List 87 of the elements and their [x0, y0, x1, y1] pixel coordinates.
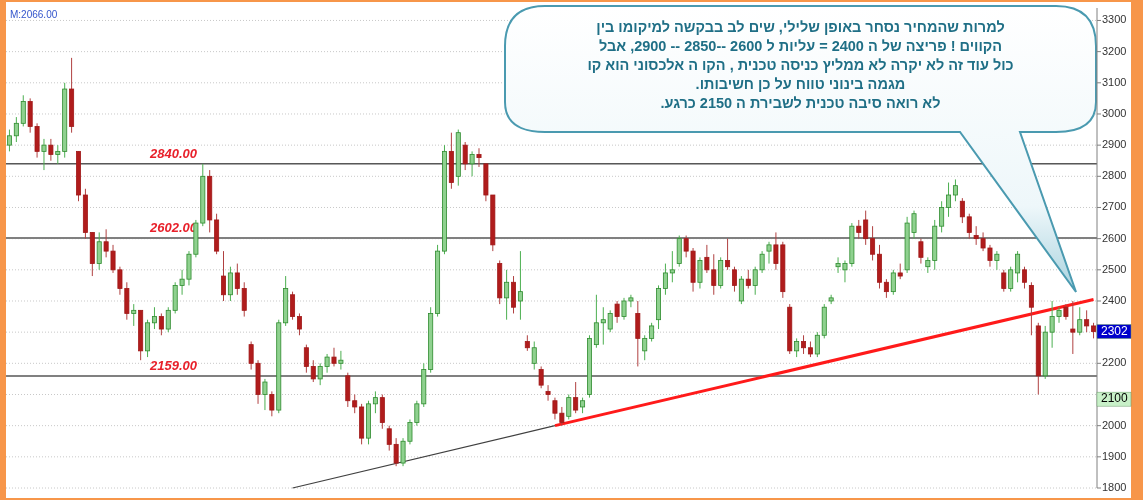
candlestick [41, 138, 47, 171]
candlestick [504, 269, 510, 321]
candlestick [227, 266, 233, 302]
candlestick [131, 303, 137, 327]
candlestick [1084, 309, 1090, 333]
candlestick [372, 390, 378, 414]
candlestick [959, 197, 965, 224]
candlestick [517, 250, 523, 321]
candlestick [939, 200, 945, 233]
candlestick [6, 129, 12, 152]
candlestick [338, 350, 344, 371]
ref-line-label: 2159.00 [149, 358, 198, 374]
y-tick-label: 2600 [1102, 231, 1127, 244]
candlestick [870, 225, 876, 261]
y-tick-label: 3000 [1102, 106, 1127, 119]
candlestick [234, 263, 240, 296]
annotation: 2302 [1101, 323, 1129, 338]
candlestick [13, 116, 19, 143]
annotation: 2100 [1101, 391, 1129, 406]
candlestick [1070, 300, 1076, 355]
candlestick [766, 241, 772, 265]
candlestick [469, 150, 475, 177]
candlestick [745, 269, 751, 290]
candlestick [331, 347, 337, 367]
annotation: למרות שהמחיר נסחר באופן שלילי, שים לב בבקשה למיקומו בין הקווים ! פריצה של ה 2400 = עליות ל 2600 --2850 -- 2900, אבל כול עוד זה לא יקרה לא ממליץ כניסה טכנית , הקו ה אלכסוני הוא קו מגמה בינוני טווח על כן חשיבותו. לא רואה סיבה טכנית לשבירת ה 2150 כרגע. [587, 19, 1014, 111]
y-tick-label: 3200 [1102, 44, 1127, 57]
candlestick [48, 138, 54, 162]
candlestick [890, 269, 896, 296]
candlestick [1077, 306, 1083, 336]
candlestick [310, 359, 316, 383]
y-tick-label: 1800 [1102, 480, 1127, 493]
candlestick [697, 256, 703, 290]
candlestick [158, 312, 164, 336]
candlestick [1008, 266, 1014, 293]
candlestick [738, 275, 744, 305]
y-tick-label: 2900 [1102, 138, 1127, 151]
candlestick [1022, 266, 1027, 290]
candlestick [566, 393, 572, 420]
candlestick [1015, 250, 1021, 283]
candlestick [662, 263, 668, 296]
y-tick-label: 1900 [1102, 449, 1127, 462]
candlestick [96, 231, 102, 271]
candlestick [573, 381, 579, 414]
y-tick-label: 2800 [1102, 169, 1127, 182]
y-tick-label: 2700 [1102, 200, 1127, 213]
candlestick [952, 178, 958, 202]
y-tick-label: 2400 [1102, 293, 1127, 306]
candlestick [863, 210, 869, 246]
candlestick [531, 341, 537, 371]
candlestick [296, 312, 302, 336]
candlestick [538, 365, 544, 389]
candlestick [1028, 281, 1034, 336]
candlestick [241, 281, 247, 318]
candlestick [946, 182, 952, 218]
candlestick [725, 238, 731, 271]
candlestick [918, 238, 924, 265]
y-tick-label: 3100 [1102, 75, 1127, 88]
annotation: M:2066.00 [10, 9, 58, 20]
candlestick [20, 94, 26, 127]
candlestick [476, 147, 482, 168]
candlestick [151, 306, 157, 330]
candlestick [814, 331, 820, 358]
candlestick [994, 250, 1000, 271]
y-tick-label: 3300 [1102, 13, 1127, 26]
y-tick-label: 2500 [1102, 262, 1127, 275]
candlestick [856, 219, 862, 240]
candlestick [649, 322, 655, 343]
candlestick [262, 378, 268, 411]
candlestick [642, 334, 648, 361]
candlestick [303, 344, 309, 374]
candlestick [794, 337, 800, 358]
candlestick [966, 213, 972, 240]
candlestick [614, 300, 620, 324]
candlestick [593, 294, 599, 349]
ref-line-label: 2840.00 [149, 145, 198, 161]
candlestick [883, 278, 889, 299]
y-tick-label: 2000 [1102, 418, 1127, 431]
y-tick-label: 2200 [1102, 356, 1127, 369]
candlestick [732, 266, 737, 293]
candlestick [290, 291, 296, 321]
candlestick [669, 250, 675, 283]
candlestick [1001, 269, 1007, 293]
candlestick [221, 250, 226, 302]
candlestick [462, 141, 468, 171]
candlestick [545, 384, 551, 402]
candlestick [269, 390, 275, 417]
candlestick [801, 334, 807, 355]
